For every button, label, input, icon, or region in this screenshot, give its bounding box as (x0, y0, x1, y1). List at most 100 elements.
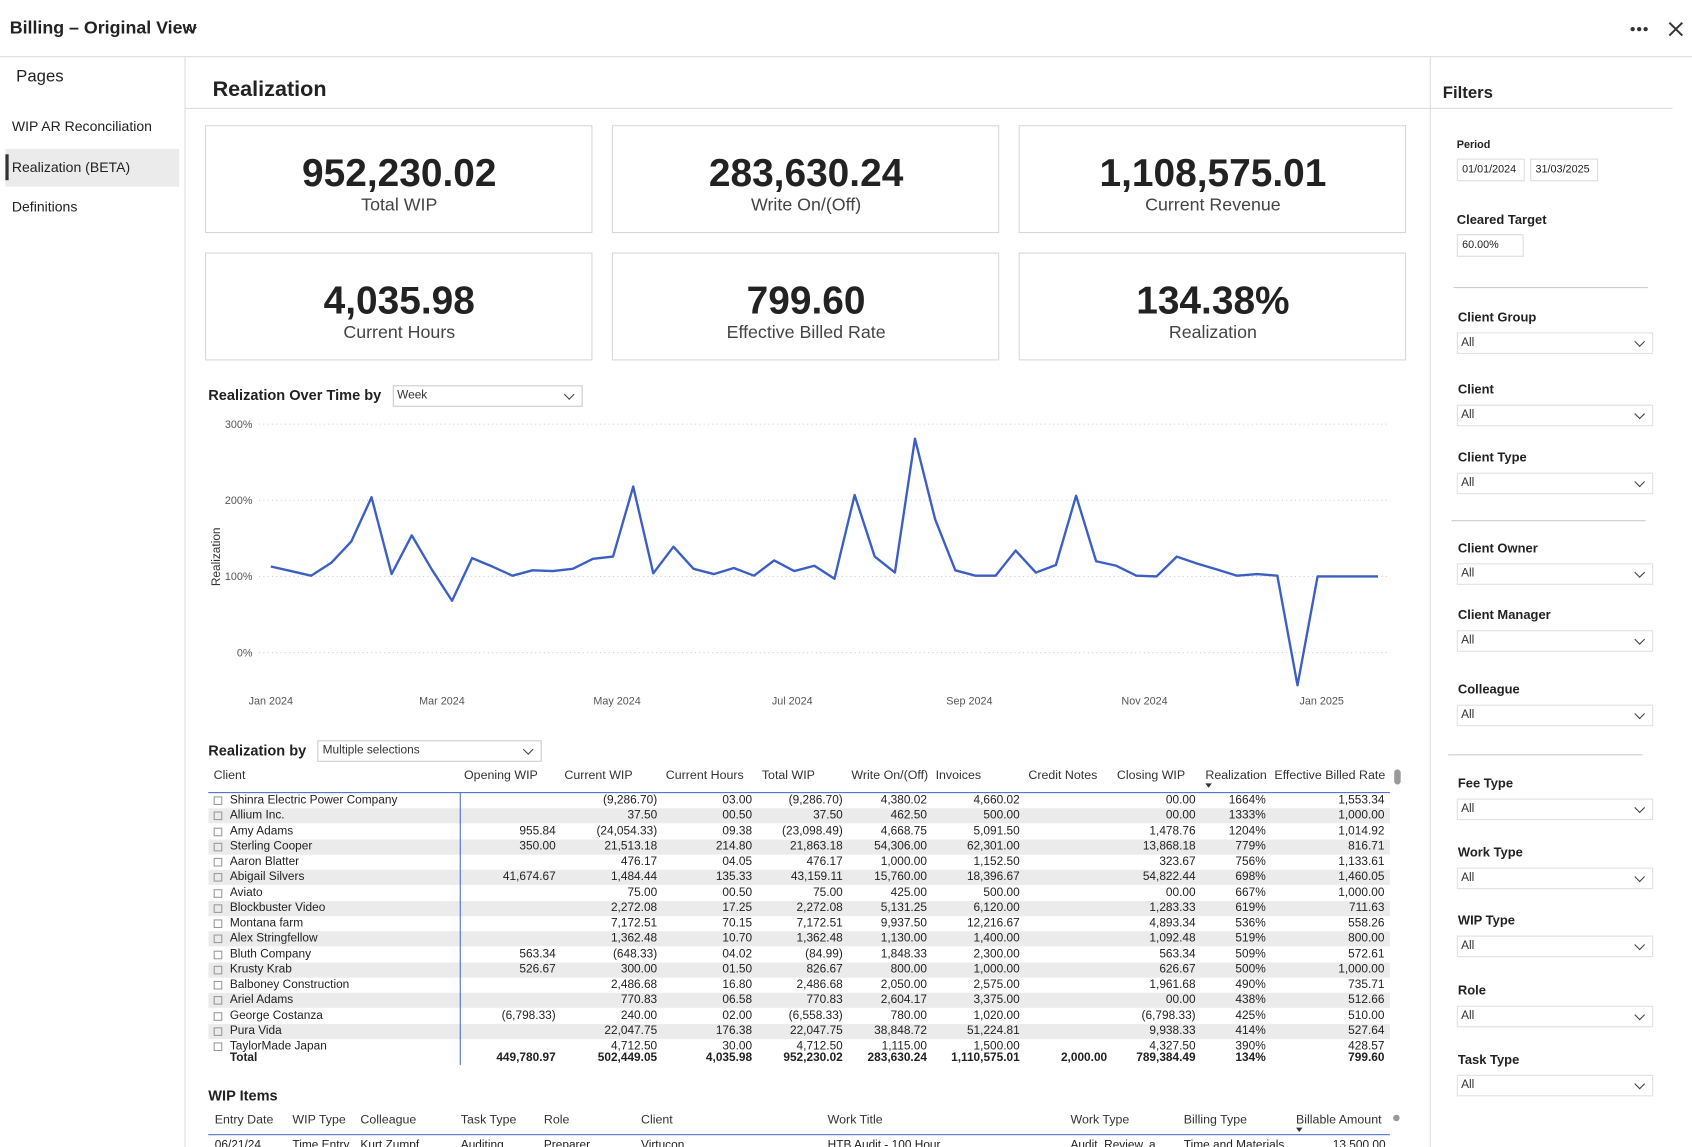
nav-item[interactable]: Realization (BETA) (11, 158, 131, 175)
table-cell: 62,301.00 (966, 839, 1020, 853)
column-header[interactable]: Realization (1205, 769, 1267, 783)
expand-icon[interactable] (213, 888, 223, 898)
table-cell: 500.00 (983, 885, 1020, 899)
chart-dropdown[interactable] (392, 385, 583, 407)
expand-icon[interactable] (213, 996, 223, 1005)
table-cell: 1,283.33 (1149, 901, 1196, 915)
column-header[interactable]: Client (213, 769, 246, 783)
filter-dropdown[interactable] (1456, 404, 1654, 427)
column-header[interactable]: Closing WIP (1116, 769, 1186, 783)
expand-icon[interactable] (213, 811, 223, 821)
wip-cell: Preparer (543, 1138, 591, 1147)
filter-dropdown[interactable] (1456, 472, 1654, 495)
expand-icon[interactable] (213, 842, 223, 852)
filter-dropdown[interactable] (1456, 332, 1654, 354)
table-cell: 1,961.68 (1149, 978, 1196, 992)
wip-column-header[interactable]: Task Type (460, 1113, 517, 1127)
filters-rule (1429, 107, 1673, 109)
wip-column-header[interactable]: Colleague (360, 1113, 417, 1127)
kpi-card (1018, 252, 1407, 361)
kpi-value: 799.60 (746, 277, 866, 323)
table-dropdown-value: Multiple selections (322, 743, 420, 757)
header-rule (208, 792, 1390, 794)
expand-icon[interactable] (213, 1011, 223, 1021)
header-icons[interactable] (1624, 17, 1689, 41)
date-box[interactable] (1530, 158, 1599, 182)
wip-cell: Kurt Zumpf (360, 1138, 420, 1147)
column-header[interactable]: Current Hours (665, 769, 744, 783)
expand-icon[interactable] (213, 1027, 223, 1036)
filter-value: All (1461, 871, 1475, 885)
wip-column-header[interactable]: Client (640, 1113, 673, 1127)
table-dropdown[interactable] (317, 740, 542, 762)
kpi-value: 134.38% (1136, 277, 1290, 323)
filter-separator (1453, 287, 1648, 289)
expand-icon[interactable] (213, 980, 223, 990)
wip-column-header[interactable]: Billable Amount (1295, 1113, 1382, 1127)
wip-column-header[interactable]: Entry Date (214, 1113, 274, 1127)
total-cell: 1,110,575.01 (951, 1051, 1020, 1065)
expand-icon[interactable] (213, 857, 223, 867)
filter-dropdown[interactable] (1456, 630, 1654, 652)
column-header[interactable]: Invoices (935, 769, 982, 783)
table-cell: 37.50 (813, 808, 843, 822)
app-title[interactable]: Billing – Original View (9, 18, 197, 38)
expand-icon[interactable] (213, 1042, 223, 1052)
filter-label: Colleague (1457, 681, 1520, 697)
expand-icon[interactable] (213, 965, 223, 975)
table-cell: 09.38 (722, 824, 753, 838)
column-header[interactable]: Credit Notes (1028, 769, 1098, 783)
nav-item[interactable]: WIP AR Reconciliation (11, 117, 152, 135)
wip-column-header[interactable]: Billing Type (1183, 1113, 1248, 1127)
target-box[interactable] (1456, 234, 1524, 257)
filter-dropdown[interactable] (1456, 563, 1654, 585)
kpi-label: Effective Billed Rate (726, 322, 886, 343)
column-header[interactable]: Total WIP (761, 769, 815, 783)
wip-column-header[interactable]: Role (543, 1113, 570, 1127)
expand-icon[interactable] (213, 873, 223, 882)
table-cell: 2,300.00 (973, 947, 1020, 961)
filter-label: Client Group (1457, 309, 1537, 325)
filter-dropdown[interactable] (1456, 1074, 1654, 1097)
filter-dropdown[interactable] (1456, 935, 1654, 958)
table-cell: 00.00 (1165, 885, 1196, 899)
filter-dropdown[interactable] (1456, 1005, 1654, 1028)
expand-icon[interactable] (213, 950, 223, 959)
table-cell: (23,098.49) (782, 824, 843, 838)
expand-icon[interactable] (213, 904, 223, 913)
filter-dropdown[interactable] (1456, 867, 1654, 890)
wip-cell: Auditing (460, 1138, 504, 1147)
expand-icon[interactable] (213, 796, 223, 806)
wip-column-header[interactable]: Work Type (1070, 1113, 1130, 1127)
wip-cell: Virtucon (640, 1138, 685, 1147)
expand-icon[interactable] (213, 919, 223, 929)
filter-dropdown[interactable] (1456, 798, 1654, 821)
column-header[interactable]: Current WIP (564, 769, 633, 783)
expand-icon[interactable] (213, 827, 223, 836)
column-header[interactable]: Opening WIP (464, 769, 538, 783)
table-cell: 9,938.33 (1149, 1024, 1196, 1038)
wip-column-header[interactable]: WIP Type (292, 1113, 346, 1127)
table-cell: 800.00 (1348, 931, 1385, 945)
filters-panel (1429, 57, 1692, 1147)
kpi-card (611, 125, 1000, 234)
expand-icon[interactable] (213, 934, 223, 944)
table-cell: 2,272.08 (796, 901, 843, 915)
date-box[interactable] (1456, 158, 1525, 182)
table-cell: 5,131.25 (880, 901, 927, 915)
client-cell: Abigail Silvers (229, 870, 305, 884)
nav-title: Pages (16, 67, 64, 87)
nav-item[interactable]: Definitions (11, 198, 78, 215)
wip-column-header[interactable]: Work Title (827, 1113, 883, 1127)
column-header[interactable]: Effective Billed Rate (1274, 769, 1386, 783)
table-cell: 22,047.75 (789, 1024, 843, 1038)
filter-dropdown[interactable] (1456, 704, 1654, 727)
filter-value: All (1461, 476, 1475, 490)
cleared-target-label: Cleared Target (1456, 212, 1547, 228)
x-tick-label: Sep 2024 (946, 696, 992, 708)
wip-title: WIP Items (208, 1087, 278, 1104)
wip-cell: Time and Materials (1183, 1138, 1285, 1147)
column-header[interactable]: Write On/(Off) (851, 769, 929, 783)
total-cell: 134% (1235, 1051, 1266, 1065)
